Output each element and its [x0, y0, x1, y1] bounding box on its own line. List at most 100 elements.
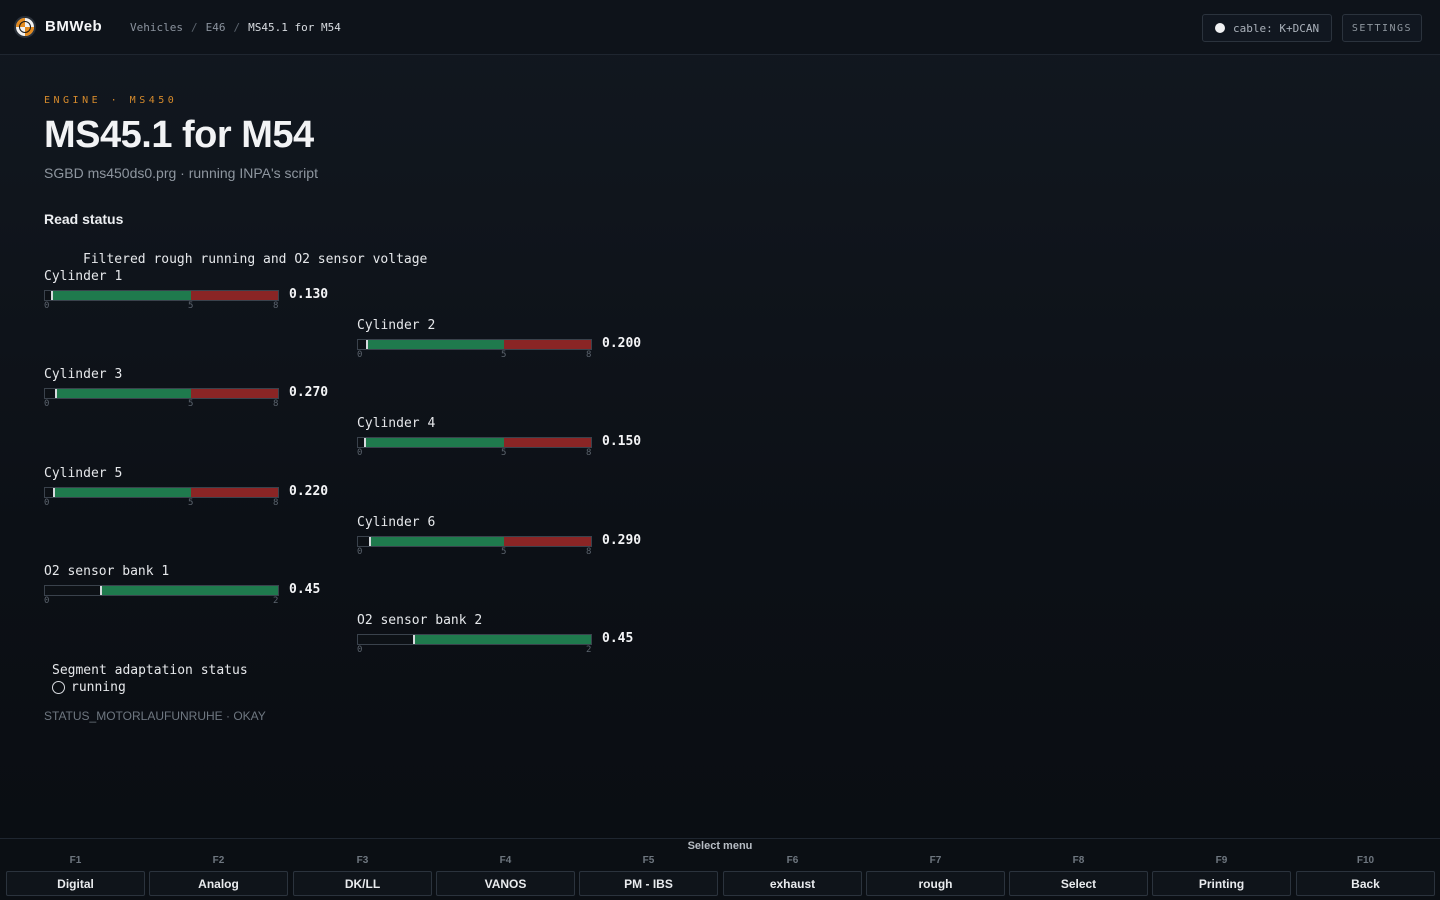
gauge-tick-label: 5 — [501, 448, 507, 458]
fkey-button-f2[interactable]: Analog — [149, 871, 288, 896]
segment-status-value: running — [71, 680, 126, 695]
gauge-needle — [358, 635, 415, 644]
brand-name[interactable]: BMWeb — [45, 18, 103, 35]
gauge-tick-label: 5 — [501, 350, 507, 360]
cable-status-button[interactable]: cable: K+DCAN — [1202, 14, 1332, 42]
gauge-tick-label: 0 — [44, 498, 50, 508]
fkey-button-f8[interactable]: Select — [1009, 871, 1148, 896]
gauge-needle — [45, 488, 55, 497]
fkey-f5: F5 PM - IBS — [579, 855, 718, 896]
gauge-tick-label: 5 — [501, 547, 507, 557]
fkey-f2: F2 Analog — [149, 855, 288, 896]
section-title: Read status — [44, 211, 124, 227]
gauge-needle — [45, 586, 102, 595]
gauge-red-zone — [190, 488, 278, 497]
gauge-label: Cylinder 1 — [44, 269, 123, 284]
gauge-label: Cylinder 5 — [44, 466, 123, 481]
gauge-cylinder-2: Cylinder 2 0.200 0 5 8 — [357, 318, 641, 360]
gauge-value: 0.220 — [289, 484, 329, 499]
gauge-tick-label: 0 — [357, 448, 363, 458]
gauge-value: 0.45 — [289, 582, 321, 597]
gauge-label: O2 sensor bank 1 — [44, 564, 170, 579]
gauge-red-zone — [190, 291, 278, 300]
gauge-cylinder-1: Cylinder 1 0.130 0 5 8 — [44, 269, 328, 311]
gauge-ticks: 0 5 8 — [44, 498, 279, 508]
page-subtitle: SGBD ms450ds0.prg · running INPA's scrip… — [44, 165, 318, 181]
gauge-needle — [45, 389, 57, 398]
breadcrumb-separator: / — [190, 21, 198, 34]
fkey-f6: F6 exhaust — [723, 855, 862, 896]
gauge-tick-label: 5 — [188, 498, 194, 508]
fkey-button-f4[interactable]: VANOS — [436, 871, 575, 896]
fkey-button-f7[interactable]: rough — [866, 871, 1005, 896]
gauge-ticks: 0 5 8 — [44, 399, 279, 409]
gauge-red-zone — [190, 389, 278, 398]
fkey-button-f6[interactable]: exhaust — [723, 871, 862, 896]
fkey-f7: F7 rough — [866, 855, 1005, 896]
fkey-button-f5[interactable]: PM - IBS — [579, 871, 718, 896]
gauge-cylinder-5: Cylinder 5 0.220 0 5 8 — [44, 466, 328, 508]
gauge-red-zone — [503, 537, 591, 546]
breadcrumb-vehicles[interactable]: Vehicles — [130, 21, 183, 34]
gauge-value: 0.290 — [602, 533, 642, 548]
gauge-tick-label: 0 — [44, 301, 50, 311]
top-bar: BMWeb Vehicles / E46 / MS45.1 for M54 ca… — [0, 0, 1440, 55]
gauge-green-zone — [45, 389, 191, 398]
gauge-tick-label: 5 — [188, 301, 194, 311]
breadcrumb-e46[interactable]: E46 — [205, 21, 226, 34]
fkey-button-f10[interactable]: Back — [1296, 871, 1435, 896]
gauge-bar — [44, 290, 279, 301]
gauge-tick-label: 8 — [273, 399, 279, 409]
gauge-red-zone — [503, 438, 591, 447]
gauge-needle — [358, 340, 368, 349]
gauge-green-zone — [45, 488, 191, 497]
gauge-value: 0.270 — [289, 385, 329, 400]
gauge-tick-label: 2 — [273, 596, 279, 606]
gauge-tick-label: 0 — [357, 547, 363, 557]
fkey-button-f1[interactable]: Digital — [6, 871, 145, 896]
fkey-f3: F3 DK/LL — [293, 855, 432, 896]
gauge-cylinder-4: Cylinder 4 0.150 0 5 8 — [357, 416, 641, 458]
gauge-bar — [357, 437, 592, 448]
fkey-code: F10 — [1356, 855, 1375, 866]
page-eyebrow: ENGINE · MS450 — [44, 95, 178, 106]
fkey-code: F6 — [786, 855, 799, 866]
gauge-cylinder-6: Cylinder 6 0.290 0 5 8 — [357, 515, 641, 557]
gauge-ticks: 0 5 8 — [357, 350, 592, 360]
gauge-value: 0.130 — [289, 287, 329, 302]
fkey-f10: F10 Back — [1296, 855, 1435, 896]
segment-status-label: Segment adaptation status — [52, 663, 248, 678]
fkey-code: F2 — [212, 855, 225, 866]
gauge-bar — [44, 388, 279, 399]
cable-label: cable: K+DCAN — [1233, 21, 1320, 35]
breadcrumb-current: MS45.1 for M54 — [248, 21, 341, 34]
gauge-value: 0.45 — [602, 631, 634, 646]
gauge-ticks: 0 5 8 — [357, 547, 592, 557]
bmw-logo-icon[interactable] — [14, 16, 36, 38]
fkey-button-f9[interactable]: Printing — [1152, 871, 1291, 896]
gauge-green-zone — [358, 635, 591, 644]
breadcrumb-separator: / — [233, 21, 241, 34]
gauge-tick-label: 8 — [586, 350, 592, 360]
gauge-needle — [45, 291, 53, 300]
gauge-bar — [44, 487, 279, 498]
fkey-code: F5 — [642, 855, 655, 866]
gauge-red-zone — [503, 340, 591, 349]
gauge-needle — [358, 537, 371, 546]
settings-button[interactable]: SETTINGS — [1342, 14, 1422, 42]
gauge-ticks: 0 5 8 — [357, 448, 592, 458]
breadcrumb: Vehicles / E46 / MS45.1 for M54 — [130, 21, 341, 34]
gauge-label: Cylinder 4 — [357, 416, 436, 431]
gauge-green-zone — [358, 340, 504, 349]
gauge-label: Cylinder 3 — [44, 367, 123, 382]
gauge-bar — [357, 339, 592, 350]
connection-status-icon — [1215, 23, 1225, 33]
gauge-ticks: 0 5 8 — [44, 301, 279, 311]
gauge-tick-label: 0 — [357, 645, 363, 655]
gauge-green-zone — [358, 537, 504, 546]
gauge-bar — [357, 536, 592, 547]
gauge-bar — [44, 585, 279, 596]
fkey-button-f3[interactable]: DK/LL — [293, 871, 432, 896]
fkey-code: F7 — [929, 855, 942, 866]
